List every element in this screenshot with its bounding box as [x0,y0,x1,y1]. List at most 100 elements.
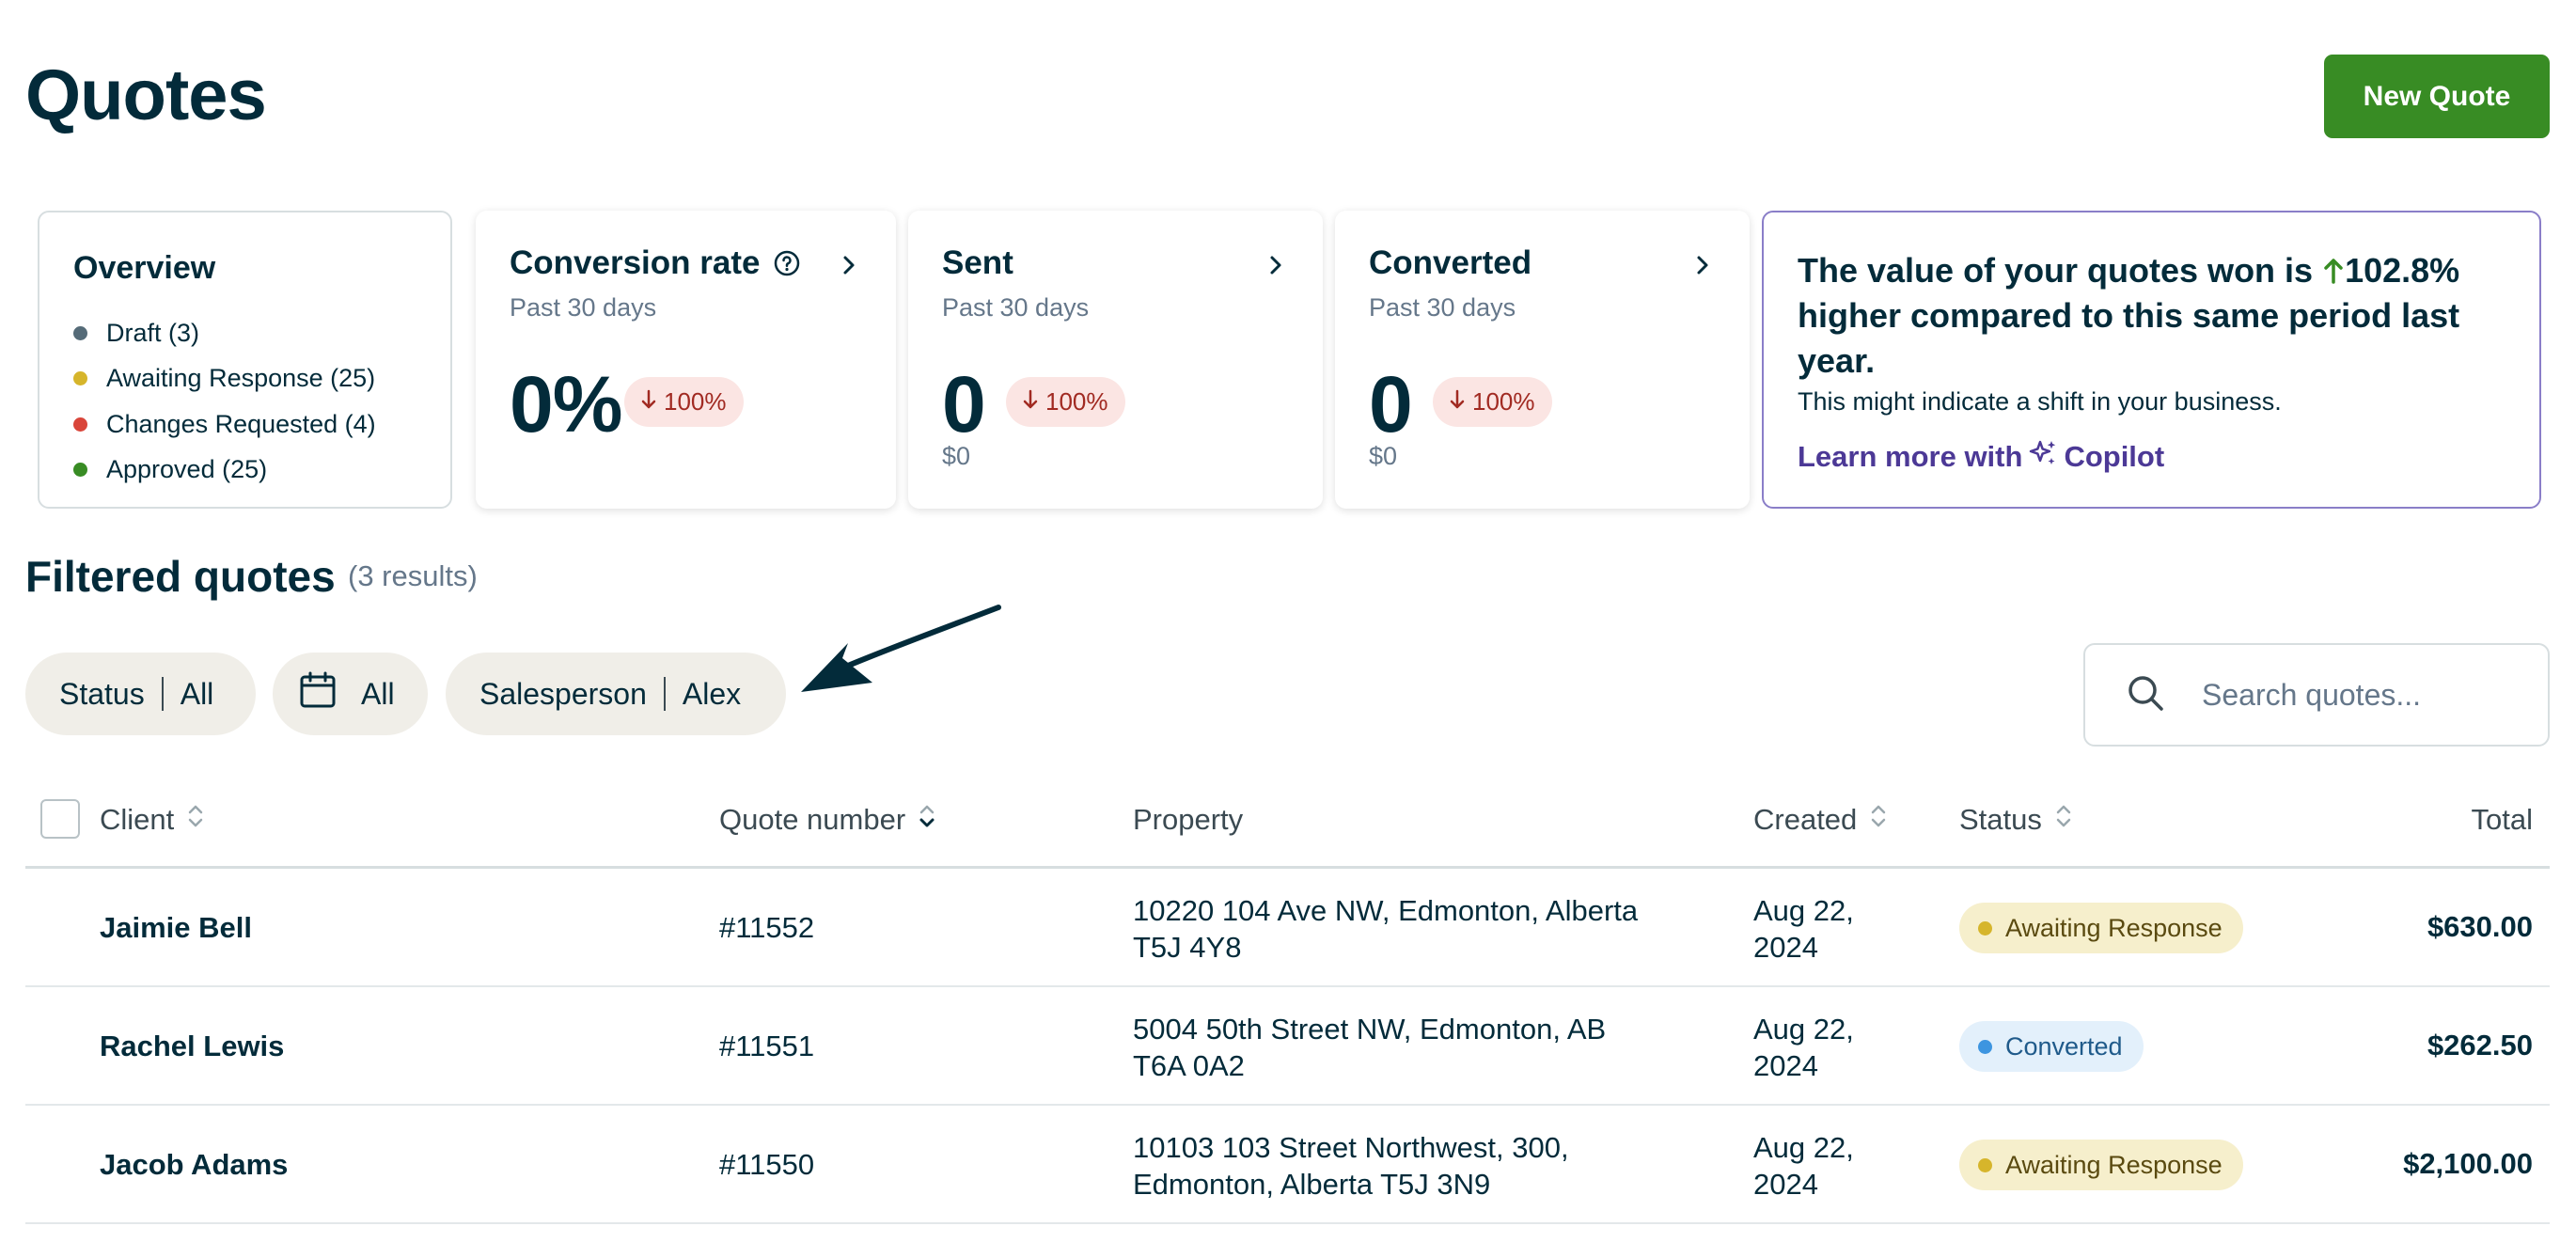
created-line: 2024 [1753,931,1818,964]
status-filter-chip[interactable]: Status All [25,653,256,735]
property-line: 10220 104 Ave NW, Edmonton, Alberta [1133,894,1639,927]
client-name: Jaimie Bell [100,911,252,944]
insight-text: The value of your quotes won is 102.8% h… [1798,248,2512,384]
result-count: (3 results) [348,559,478,592]
column-quote-number[interactable]: Quote number [719,803,935,837]
sort-icon [1870,803,1887,837]
draft-dot-icon [73,325,87,340]
status-badge: Converted [1959,1021,2144,1072]
converted-amount: $0 [1369,442,1398,470]
status-label: Converted [2005,1031,2123,1061]
property-address: 5004 50th Street NW, Edmonton, AB T6A 0A2 [1133,1011,1688,1084]
learn-more-copilot-link[interactable]: Learn more with Copilot [1798,438,2164,476]
created-line: Aug 22, [1753,894,1854,927]
copilot-label: Copilot [2064,440,2165,473]
created-line: Aug 22, [1753,1131,1854,1164]
overview-legend: Draft (3) Awaiting Response (25) Changes… [73,310,376,493]
quotes-table: Client Quote number Property Created Sta… [25,771,2550,1224]
property-line: T5J 4Y8 [1133,931,1242,964]
quote-total: $630.00 [2427,910,2533,943]
property-line: 5004 50th Street NW, Edmonton, AB [1133,1013,1607,1046]
property-line: T6A 0A2 [1133,1049,1245,1082]
sent-period: Past 30 days [942,293,1090,322]
search-input[interactable] [2202,677,2512,713]
search-box[interactable] [2083,643,2550,747]
property-address: 10103 103 Street Northwest, 300, Edmonton… [1133,1129,1688,1203]
column-label: Quote number [719,803,906,836]
property-address: 10220 104 Ave NW, Edmonton, Alberta T5J 4… [1133,892,1688,966]
column-label: Total [2471,803,2533,836]
legend-item-awaiting: Awaiting Response (25) [73,356,376,402]
sent-title: Sent [942,244,1013,281]
chevron-right-icon[interactable] [1689,252,1716,278]
legend-label: Draft (3) [106,318,200,347]
column-label: Client [100,803,175,836]
sort-descending-icon [919,803,935,837]
sent-amount: $0 [942,442,971,470]
column-status[interactable]: Status [1959,803,2072,837]
legend-item-approved: Approved (25) [73,448,376,494]
column-label: Created [1753,803,1858,836]
arrow-up-icon [2322,251,2345,290]
quote-number: #11551 [719,1030,815,1062]
status-badge: Awaiting Response [1959,1140,2243,1190]
salesperson-filter-chip[interactable]: Salesperson Alex [446,653,786,735]
column-label: Property [1133,803,1244,836]
table-row[interactable]: Jaimie Bell #11552 10220 104 Ave NW, Edm… [25,869,2550,987]
table-header: Client Quote number Property Created Sta… [25,771,2550,869]
conversion-delta-badge: 100% [624,377,744,427]
table-row[interactable]: Rachel Lewis #11551 5004 50th Street NW,… [25,987,2550,1106]
select-all-checkbox[interactable] [40,799,80,839]
salesperson-filter-label: Salesperson [479,676,647,711]
sparkle-icon [2028,438,2058,476]
property-line: Edmonton, Alberta T5J 3N9 [1133,1168,1491,1201]
overview-title: Overview [73,250,216,286]
status-filter-label: Status [59,676,145,711]
insight-text-after: higher compared to this same period last… [1798,296,2460,380]
learn-more-label: Learn more with [1798,440,2023,473]
sent-delta-badge: 100% [1006,377,1125,427]
chevron-right-icon[interactable] [836,252,862,278]
converted-card[interactable]: Converted Past 30 days 0 100% $0 [1335,211,1750,509]
column-label: Status [1959,803,2042,836]
chip-divider [161,677,164,711]
delta-value: 100% [1045,387,1108,416]
chip-divider [663,677,666,711]
created-line: Aug 22, [1753,1013,1854,1046]
legend-label: Approved (25) [106,455,268,484]
insight-subtext: This might indicate a shift in your busi… [1798,387,2282,416]
date-filter-value: All [361,676,395,711]
column-created[interactable]: Created [1753,803,1887,837]
help-icon[interactable] [773,249,801,277]
insight-text-before: The value of your quotes won is [1798,251,2323,290]
quote-total: $2,100.00 [2403,1147,2533,1180]
table-row[interactable]: Jacob Adams #11550 10103 103 Street Nort… [25,1106,2550,1224]
delta-value: 100% [664,387,727,416]
new-quote-button[interactable]: New Quote [2324,55,2550,138]
date-filter-chip[interactable]: All [273,653,428,735]
status-badge: Awaiting Response [1959,903,2243,953]
changes-dot-icon [73,417,87,432]
chevron-right-icon[interactable] [1263,252,1289,278]
legend-label: Changes Requested (4) [106,409,376,438]
column-client[interactable]: Client [100,803,204,837]
arrow-down-icon [641,387,656,417]
quote-total: $262.50 [2427,1029,2533,1061]
legend-item-draft: Draft (3) [73,310,376,356]
delta-value: 100% [1472,387,1535,416]
client-name: Jacob Adams [100,1148,289,1181]
status-label: Awaiting Response [2005,1150,2223,1179]
conversion-rate-period: Past 30 days [510,293,657,322]
conversion-rate-card[interactable]: Conversion rate Past 30 days 0% 100% [476,211,896,509]
status-dot-icon [1978,1039,1992,1054]
annotation-arrow-icon [801,605,1001,692]
converted-period: Past 30 days [1369,293,1516,322]
converted-title: Converted [1369,244,1532,281]
sort-icon [2055,803,2072,837]
column-property: Property [1133,803,1243,837]
sent-card[interactable]: Sent Past 30 days 0 100% $0 [908,211,1323,509]
created-date: Aug 22, 2024 [1753,1011,1894,1084]
created-line: 2024 [1753,1049,1818,1082]
created-line: 2024 [1753,1168,1818,1201]
arrow-down-icon [1023,387,1038,417]
